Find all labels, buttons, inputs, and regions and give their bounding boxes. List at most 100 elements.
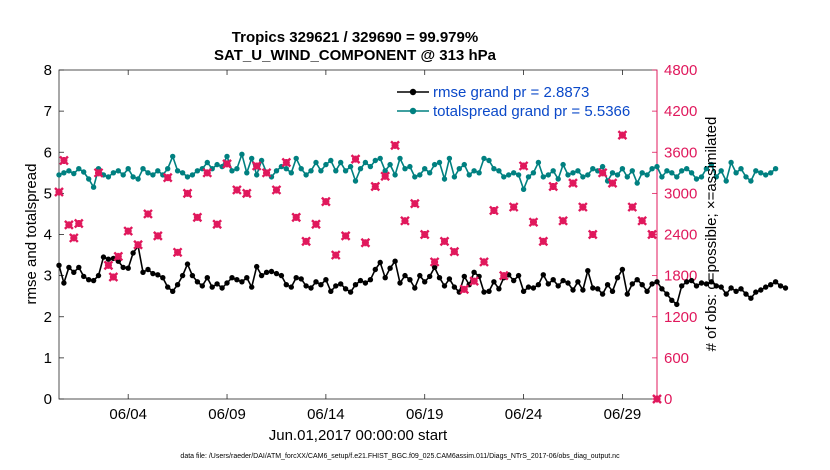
rmse-point (728, 285, 734, 291)
spread-point (693, 176, 700, 182)
obs-assimilated-point (400, 215, 410, 226)
spread-point (90, 184, 97, 190)
obs-assimilated-point (538, 236, 549, 247)
spread-point (333, 168, 339, 174)
rmse-point (333, 283, 339, 289)
y-tick-right-label: 3000 (664, 185, 697, 202)
spread-point (273, 168, 280, 174)
spread-point (427, 170, 433, 176)
spread-point (525, 174, 532, 180)
spread-point (486, 157, 492, 164)
rmse-point (555, 283, 561, 289)
spread-point (624, 174, 630, 180)
rmse-point (649, 281, 655, 287)
y-tick-left-label: 8 (44, 62, 52, 79)
spread-point (501, 174, 507, 180)
obs-assimilated-point (261, 167, 272, 178)
obs-assimilated-point (518, 161, 529, 171)
spread-point (288, 170, 294, 176)
spread-point (422, 166, 428, 172)
rmse-point (693, 283, 700, 289)
y-tick-left-label: 5 (44, 185, 52, 202)
spread-point (313, 159, 319, 166)
spread-point (184, 174, 191, 180)
legend: rmse grand pr = 2.8873 totalspread grand … (395, 82, 630, 122)
rmse-point (535, 282, 542, 288)
rmse-point (120, 264, 126, 271)
rmse-point (684, 279, 690, 285)
rmse-point (288, 284, 294, 290)
rmse-point (772, 279, 779, 285)
obs-assimilated-point (271, 185, 282, 195)
obs-assimilated-point (479, 257, 489, 267)
rmse-point (427, 273, 433, 280)
spread-point (342, 168, 349, 174)
obs-assimilated-point (93, 167, 104, 178)
rmse-point (298, 276, 304, 282)
spread-point (431, 161, 438, 168)
x-tick-label: 06/14 (307, 406, 345, 423)
rmse-point (382, 275, 388, 281)
obs-assimilated-point (587, 229, 598, 240)
rmse-point (590, 285, 596, 291)
spread-point (328, 157, 334, 164)
rmse-point (768, 282, 774, 288)
rmse-point (688, 277, 695, 284)
spread-point (239, 151, 245, 157)
rmse-point (342, 286, 349, 292)
obs-assimilated-point (222, 159, 232, 169)
rmse-point (708, 279, 715, 285)
rmse-point (718, 284, 724, 290)
obs-assimilated-point (508, 202, 519, 212)
rmse-point (560, 277, 566, 284)
spread-point (684, 166, 690, 172)
spread-point (86, 176, 92, 182)
spread-point (318, 168, 324, 174)
rmse-point (199, 283, 205, 289)
spread-point (150, 172, 156, 178)
rmse-point (174, 282, 181, 288)
spread-point (550, 168, 556, 174)
rmse-point (56, 262, 62, 268)
rmse-point (328, 288, 334, 294)
spread-point (698, 174, 705, 180)
spread-point (723, 178, 729, 184)
spread-point (520, 186, 527, 192)
obs-assimilated-point (390, 140, 400, 151)
rmse-point (698, 280, 705, 286)
obs-assimilated-point (321, 196, 331, 207)
obs-assimilated-point (103, 260, 114, 271)
spread-point (669, 170, 675, 176)
rmse-point (412, 285, 418, 291)
obs-assimilated-point (409, 198, 420, 209)
spread-point (644, 172, 650, 178)
x-tick-label: 06/24 (505, 406, 543, 423)
spread-point (515, 172, 522, 178)
rmse-point (219, 285, 225, 291)
spread-point (688, 170, 695, 176)
rmse-point (377, 259, 383, 266)
spread-point (535, 159, 542, 166)
obs-assimilated-point (54, 187, 64, 197)
rmse-point (303, 283, 309, 289)
spread-point (545, 172, 551, 178)
rmse-point (194, 279, 201, 285)
obs-assimilated-point (380, 171, 391, 182)
spread-point (105, 174, 112, 180)
rmse-point (293, 275, 299, 281)
rmse-line (58, 244, 786, 306)
obs-assimilated-point (172, 247, 183, 258)
rmse-point (570, 287, 576, 293)
spread-point (580, 174, 586, 180)
rmse-point (170, 288, 176, 294)
spread-point (555, 176, 561, 182)
rmse-point (629, 281, 635, 287)
rmse-point (81, 273, 87, 280)
spread-point (659, 174, 665, 180)
spread-point (189, 172, 196, 178)
spread-point (174, 168, 181, 174)
spread-point (224, 153, 230, 160)
rmse-point (318, 282, 324, 288)
spread-point (456, 166, 462, 172)
rmse-point (184, 261, 191, 267)
